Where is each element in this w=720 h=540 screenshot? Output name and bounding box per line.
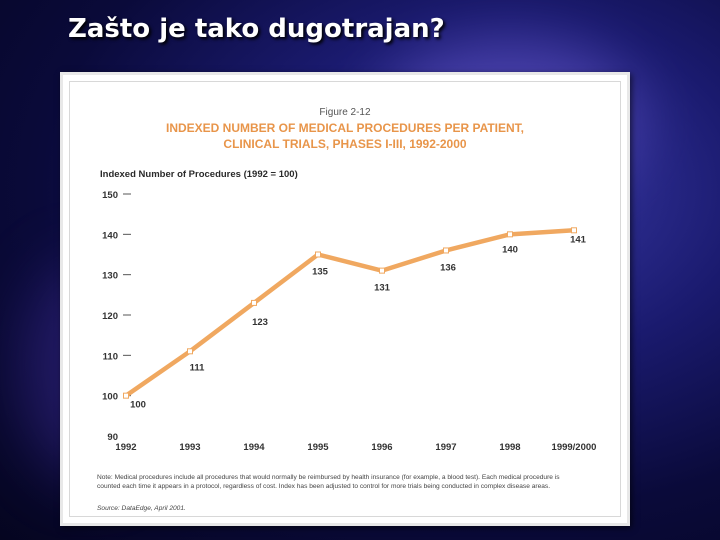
x-tick-label: 1994 (243, 442, 265, 453)
data-label: 135 (312, 267, 329, 278)
data-point (379, 267, 385, 274)
figure-frame: Figure 2-12 INDEXED NUMBER OF MEDICAL PR… (60, 72, 630, 526)
data-label: 111 (190, 362, 206, 373)
data-point (443, 247, 449, 254)
series-line (123, 228, 577, 398)
data-point (315, 251, 321, 258)
y-tick-label: 100 (102, 392, 118, 403)
x-tick-label: 1992 (115, 442, 136, 453)
y-tick-label: 150 (102, 190, 118, 201)
data-point (251, 299, 257, 306)
chart-note-line-1: Note: Medical procedures include all pro… (97, 474, 560, 481)
y-tick-label: 90 (107, 432, 118, 443)
data-label: 141 (570, 234, 587, 245)
y-tick-label: 130 (102, 271, 118, 282)
data-point (187, 348, 193, 355)
x-tick-label: 1999/2000 (552, 442, 597, 453)
data-label: 136 (440, 262, 456, 273)
x-tick-label: 1993 (179, 442, 200, 453)
line-chart: Figure 2-12 INDEXED NUMBER OF MEDICAL PR… (97, 107, 597, 512)
data-point (123, 392, 129, 399)
data-label: 140 (502, 244, 518, 255)
x-tick-label: 1998 (499, 442, 520, 453)
y-tick-label: 120 (102, 311, 118, 322)
slide-title: Zašto je tako dugotrajan? (68, 14, 445, 44)
figure-label: Figure 2-12 (319, 107, 371, 118)
data-label: 131 (374, 283, 391, 294)
data-point (571, 227, 577, 234)
x-tick-label: 1995 (307, 442, 329, 453)
x-tick-label: 1997 (435, 442, 456, 453)
chart-source: Source: DataEdge, April 2001. (97, 505, 186, 512)
y-tick-label: 140 (102, 230, 118, 241)
data-label: 100 (130, 400, 146, 411)
chart-title-line-2: CLINICAL TRIALS, PHASES I-III, 1992-2000 (223, 137, 467, 151)
chart-title-line-1: INDEXED NUMBER OF MEDICAL PROCEDURES PER… (166, 121, 524, 135)
chart-note-line-2: counted each time it appears in a protoc… (97, 483, 550, 490)
x-tick-label: 1996 (371, 442, 392, 453)
figure-border (69, 81, 621, 517)
data-point (507, 231, 513, 238)
y-tick-label: 110 (103, 351, 118, 362)
data-label: 123 (252, 317, 268, 328)
y-axis-label: Indexed Number of Procedures (1992 = 100… (100, 169, 298, 180)
